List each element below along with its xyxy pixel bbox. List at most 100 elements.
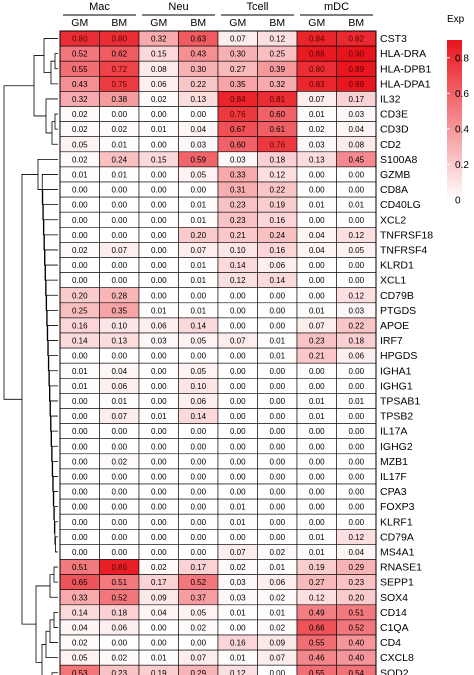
cell-value-label: 0.00 — [72, 201, 88, 210]
cell-value-label: 0.00 — [269, 397, 285, 406]
cell-value-label: 0.01 — [111, 397, 127, 406]
cell-value-label: 0.02 — [269, 623, 285, 632]
cell-value-label: 0.00 — [348, 276, 364, 285]
cell-value-label: 0.03 — [151, 337, 167, 346]
cell-value-label: 0.00 — [190, 291, 206, 300]
gene-label: CPA3 — [380, 486, 407, 498]
gene-label: IGHG1 — [380, 380, 413, 392]
cell-value-label: 0.45 — [348, 155, 364, 164]
cell-value-label: 0.05 — [72, 654, 88, 663]
column-label: BM — [190, 17, 206, 29]
cell-value-label: 0.14 — [72, 608, 88, 617]
gene-label: S100A8 — [380, 154, 418, 166]
cell-value-label: 0.51 — [72, 563, 88, 572]
cell-value-label: 0.00 — [269, 669, 285, 675]
cell-value-label: 0.00 — [269, 321, 285, 330]
cell-value-label: 0.02 — [72, 155, 88, 164]
cell-value-label: 0.00 — [230, 397, 246, 406]
cell-value-label: 0.13 — [111, 337, 127, 346]
cell-value-label: 0.00 — [151, 246, 167, 255]
cell-value-label: 0.23 — [348, 578, 364, 587]
cell-value-label: 0.04 — [309, 246, 325, 255]
cell-value-label: 0.07 — [190, 654, 206, 663]
cell-value-label: 0.00 — [269, 427, 285, 436]
cell-value-label: 0.75 — [111, 80, 127, 89]
cell-value-label: 0.00 — [151, 231, 167, 240]
gene-label: IGHG2 — [380, 441, 413, 453]
cell-value-label: 0.01 — [72, 170, 88, 179]
cell-value-label: 0.00 — [111, 231, 127, 240]
cell-value-label: 0.12 — [230, 276, 246, 285]
cell-value-label: 0.06 — [269, 261, 285, 270]
cell-value-label: 0.00 — [309, 291, 325, 300]
cell-value-label: 0.00 — [151, 518, 167, 527]
cell-value-label: 0.04 — [309, 231, 325, 240]
cell-value-label: 0.14 — [190, 412, 206, 421]
cell-value-label: 0.00 — [230, 533, 246, 542]
cell-value-label: 0.21 — [230, 231, 246, 240]
cell-value-label: 0.00 — [151, 472, 167, 481]
cell-value-label: 0.02 — [72, 639, 88, 648]
cell-value-label: 0.54 — [348, 669, 364, 675]
cell-value-label: 0.03 — [230, 593, 246, 602]
cell-value-label: 0.00 — [348, 442, 364, 451]
cell-value-label: 0.13 — [190, 95, 206, 104]
cell-value-label: 0.01 — [190, 201, 206, 210]
cell-value-label: 0.66 — [309, 623, 325, 632]
cell-value-label: 0.00 — [151, 291, 167, 300]
cell-value-label: 0.01 — [111, 170, 127, 179]
cell-value-label: 0.20 — [190, 231, 206, 240]
cell-value-label: 0.72 — [111, 65, 127, 74]
cell-value-label: 0.00 — [230, 321, 246, 330]
cell-value-label: 0.00 — [230, 623, 246, 632]
cell-value-label: 0.52 — [72, 50, 88, 59]
cell-value-label: 0.00 — [151, 457, 167, 466]
cell-value-label: 0.29 — [348, 563, 364, 572]
cell-value-label: 0.15 — [151, 155, 167, 164]
cell-value-label: 0.10 — [111, 321, 127, 330]
cell-value-label: 0.00 — [151, 216, 167, 225]
cell-value-label: 0.06 — [151, 80, 167, 89]
cell-value-label: 0.00 — [348, 186, 364, 195]
cell-value-label: 0.23 — [309, 337, 325, 346]
cell-value-label: 0.03 — [230, 155, 246, 164]
cell-value-label: 0.04 — [348, 125, 364, 134]
cell-value-label: 0.10 — [190, 382, 206, 391]
cell-value-label: 0.00 — [111, 472, 127, 481]
cell-value-label: 0.06 — [151, 321, 167, 330]
legend-tick-label: 0.8 — [455, 53, 469, 64]
cell-value-label: 0.00 — [151, 140, 167, 149]
gene-label: TPSAB1 — [380, 395, 420, 407]
cell-value-label: 0.89 — [348, 65, 364, 74]
row-dendrogram — [3, 38, 58, 675]
cell-value-label: 0.82 — [348, 35, 364, 44]
cell-value-label: 0.02 — [309, 125, 325, 134]
cell-value-label: 0.00 — [190, 503, 206, 512]
cell-value-label: 0.05 — [190, 170, 206, 179]
cell-value-label: 0.00 — [111, 186, 127, 195]
column-label: BM — [348, 17, 364, 29]
cell-value-label: 0.03 — [230, 578, 246, 587]
cell-value-label: 0.08 — [348, 140, 364, 149]
cell-value-label: 0.23 — [230, 201, 246, 210]
cell-value-label: 0.06 — [190, 397, 206, 406]
gene-label: CD79B — [380, 290, 414, 302]
gene-label: CD2 — [380, 139, 401, 151]
cell-value-label: 0.24 — [111, 155, 127, 164]
cell-value-label: 0.00 — [230, 442, 246, 451]
column-label: BM — [269, 17, 285, 29]
cell-value-label: 0.00 — [72, 276, 88, 285]
cell-value-label: 0.00 — [111, 110, 127, 119]
cell-value-label: 0.29 — [190, 669, 206, 675]
cell-value-label: 0.01 — [230, 503, 246, 512]
cell-value-label: 0.00 — [230, 352, 246, 361]
cell-value-label: 0.10 — [230, 246, 246, 255]
cell-value-label: 0.12 — [269, 35, 285, 44]
gene-label: HLA-DPA1 — [380, 78, 431, 90]
cell-value-label: 0.00 — [309, 276, 325, 285]
cell-value-label: 0.00 — [230, 412, 246, 421]
gene-label: CD8A — [380, 184, 408, 196]
cell-value-label: 0.09 — [269, 639, 285, 648]
gene-label: SOX4 — [380, 592, 408, 604]
gene-label: FOXP3 — [380, 501, 415, 513]
